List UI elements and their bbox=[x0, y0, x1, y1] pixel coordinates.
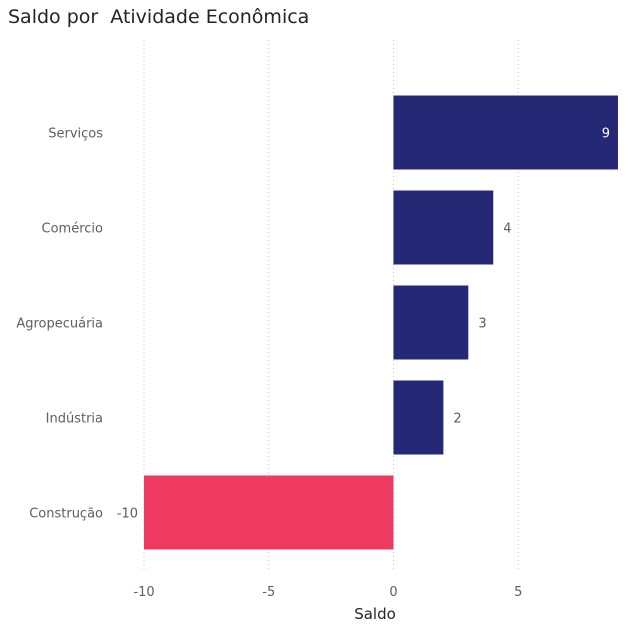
data-label-1: 4 bbox=[503, 222, 511, 237]
bar-1[interactable] bbox=[393, 190, 494, 265]
category-label-4: Construção bbox=[29, 507, 103, 522]
x-tick-label-1: -5 bbox=[262, 585, 275, 600]
category-label-1: Comércio bbox=[42, 222, 104, 237]
chart-title: Saldo por Atividade Econômica bbox=[8, 6, 310, 28]
x-tick-label-3: 5 bbox=[514, 585, 522, 600]
bar-4[interactable] bbox=[144, 475, 394, 550]
x-tick-label-2: 0 bbox=[389, 585, 397, 600]
bar-3[interactable] bbox=[393, 380, 444, 455]
bar-2[interactable] bbox=[393, 285, 469, 360]
x-tick-label-0: -10 bbox=[133, 585, 154, 600]
x-axis-title: Saldo bbox=[354, 605, 396, 623]
bar-0[interactable] bbox=[393, 95, 618, 170]
data-label-0: 9 bbox=[602, 127, 610, 142]
category-label-0: Serviços bbox=[48, 127, 103, 142]
category-label-3: Indústria bbox=[46, 412, 103, 427]
data-label-4: -10 bbox=[117, 507, 138, 522]
data-label-3: 2 bbox=[453, 412, 461, 427]
data-label-2: 3 bbox=[478, 317, 486, 332]
category-label-2: Agropecuária bbox=[16, 317, 103, 332]
